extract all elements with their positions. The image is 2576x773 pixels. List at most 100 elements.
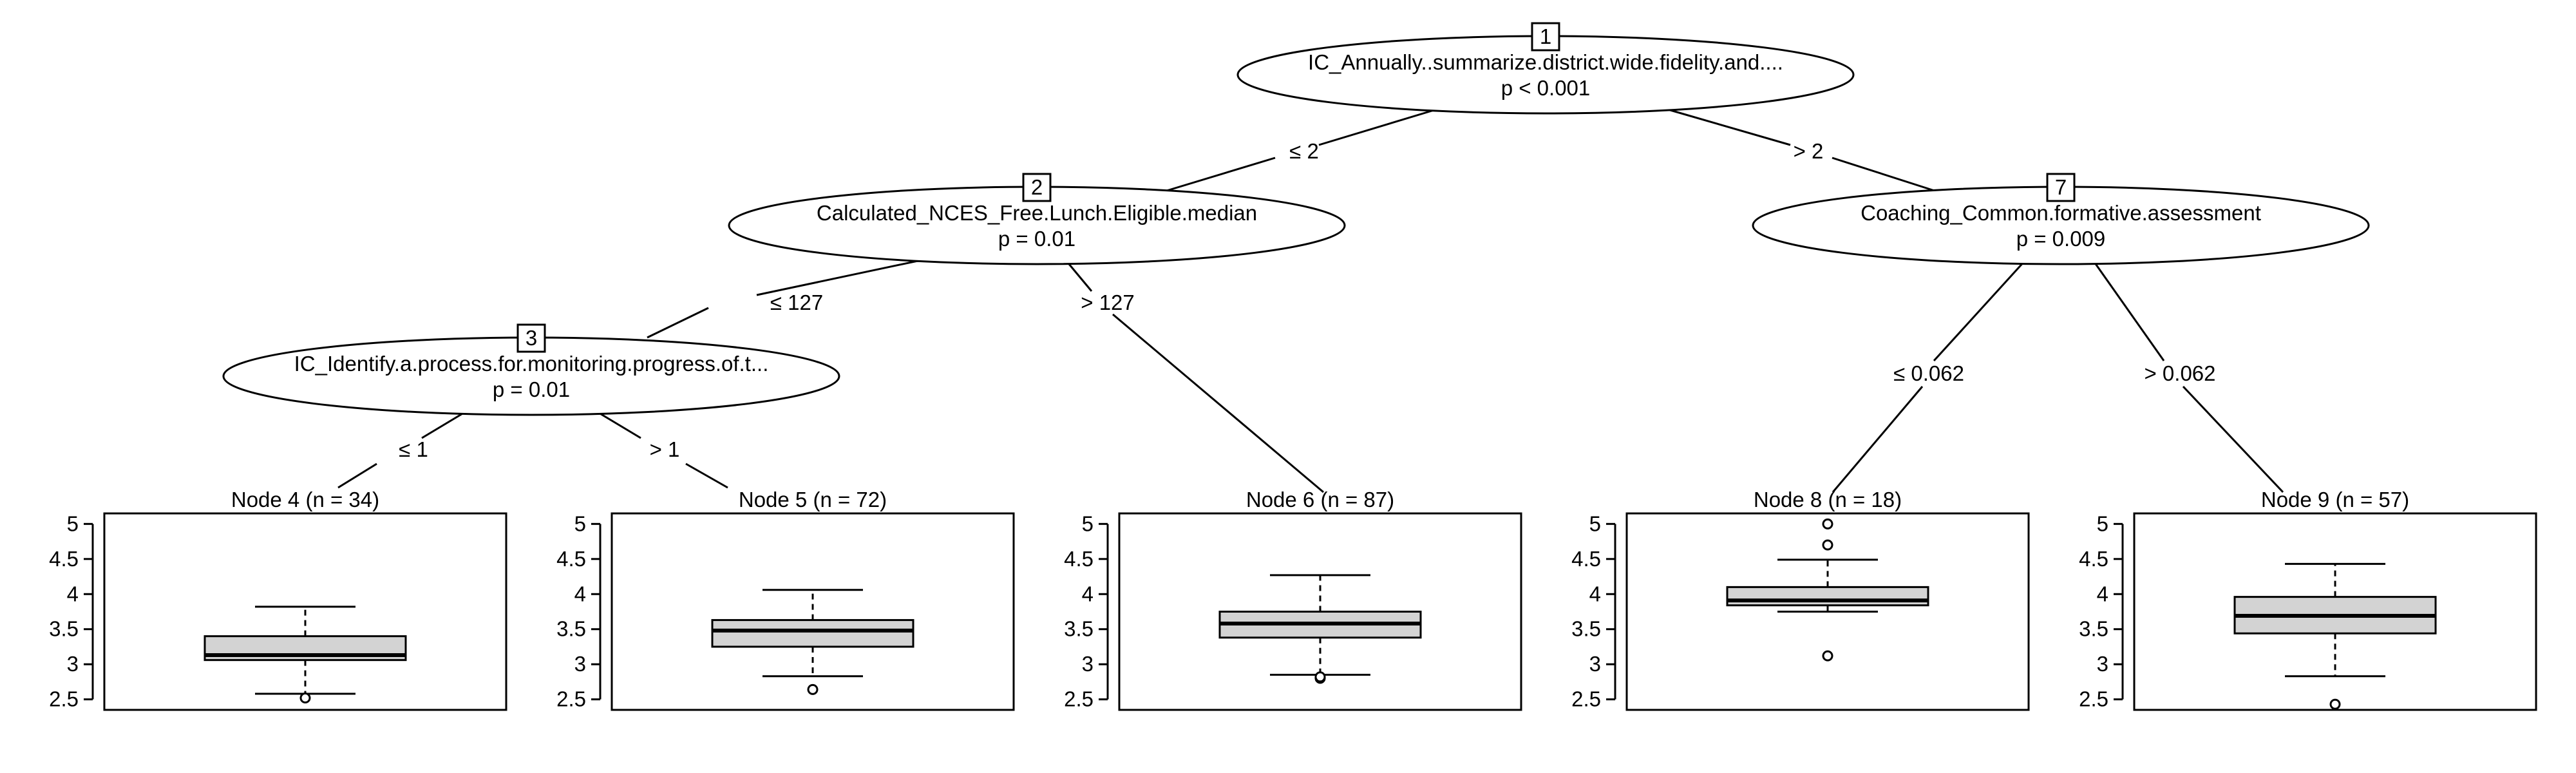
panel-4-outlier <box>1822 650 1833 662</box>
edge-1-2-line-lower <box>1162 157 1276 193</box>
panel-5-y-tick-label: 4.5 <box>2079 547 2108 571</box>
panel-4-outlier <box>1822 518 1833 530</box>
panel-1-y-tick-label: 5 <box>67 511 79 535</box>
panel-5-outlier <box>2329 698 2341 710</box>
inner-node-2: 2 Calculated_NCES_Free.Lunch.Eligible.me… <box>728 173 1346 265</box>
node-1-id: 1 <box>1540 24 1551 48</box>
edge-label-1-left: ≤ 2 <box>1289 139 1319 163</box>
panel-2-y-tick-label: 2.5 <box>556 687 586 711</box>
panel-4-outlier <box>1822 539 1833 551</box>
panel-5-y-tick-label: 2.5 <box>2079 687 2108 711</box>
boxplot-panel-3: Node 6 (n = 87) 5 4.5 4 3.5 3 2.5 <box>1064 488 1522 711</box>
edge-label-7-left: ≤ 0.062 <box>1893 361 1964 385</box>
panel-5-frame <box>2133 512 2537 711</box>
node-7-id-box <box>2046 173 2076 202</box>
edge-1-7-line-upper <box>1667 108 1791 146</box>
edge-label-2-left: ≤ 127 <box>770 291 823 314</box>
panel-4-y-tick-label: 4.5 <box>1571 547 1601 571</box>
panel-4-y-tick-label: 3.5 <box>1571 617 1601 641</box>
panel-2-frame <box>611 512 1015 711</box>
node-3-id-box <box>516 323 546 353</box>
inner-node-3: 3 IC_Identify.a.process.for.monitoring.p… <box>222 323 840 416</box>
node-7-id: 7 <box>2055 175 2067 199</box>
edge-label-7-right: > 0.062 <box>2144 361 2215 385</box>
boxplot-panel-4: Node 8 (n = 18) 5 4.5 4 3.5 3 2.5 <box>1571 488 2030 711</box>
node-2-label: Calculated_NCES_Free.Lunch.Eligible.medi… <box>817 201 1257 225</box>
panel-1-y-tick-label: 2.5 <box>49 687 79 711</box>
node-3-pvalue: p = 0.01 <box>493 377 570 401</box>
panel-2-y-tick-label: 5 <box>574 511 586 535</box>
panel-1-frame <box>103 512 507 711</box>
panel-2-y-tick-label: 4.5 <box>556 547 586 571</box>
edge-label-2-right: > 127 <box>1081 291 1135 314</box>
edge-label-1-right: > 2 <box>1794 139 1824 163</box>
node-3-id: 3 <box>526 326 537 350</box>
edge-2-6-line-upper <box>1065 260 1093 292</box>
edge-2-3-line-upper <box>756 259 922 296</box>
edge-labels: ≤ 2 > 2 ≤ 127 > 127 ≤ 1 > 1 ≤ 0.062 > 0.… <box>399 139 2215 461</box>
node-1-label: IC_Annually..summarize.district.wide.fid… <box>1308 50 1783 74</box>
panel-5-y-tick-label: 4 <box>2097 582 2108 606</box>
boxplot-panel-5: Node 9 (n = 57) 5 4.5 4 3.5 3 2.5 <box>2079 488 2537 711</box>
edge-2-6-line <box>1112 313 1324 493</box>
panel-4-frame <box>1625 512 2030 711</box>
edge-3-5-line-upper <box>595 410 641 439</box>
panel-4-box <box>1726 586 1929 607</box>
tree-connectors <box>337 108 2284 493</box>
boxplot-panel-1: Node 4 (n = 34) 5 4.5 4 3.5 3 2.5 <box>49 488 507 711</box>
panel-1-outlier <box>299 692 311 703</box>
panel-1-y-tick-label: 3 <box>67 652 79 676</box>
edge-3-5-line-lower <box>685 463 728 489</box>
panel-5-title: Node 9 (n = 57) <box>2261 488 2409 511</box>
node-3-label: IC_Identify.a.process.for.monitoring.pro… <box>294 352 769 376</box>
edge-2-3-line-lower <box>647 307 709 339</box>
panel-5-y-tick-label: 3.5 <box>2079 617 2108 641</box>
panel-1-y-tick-label: 4 <box>67 582 79 606</box>
panel-1-y-tick-label: 3.5 <box>49 617 79 641</box>
node-2-id: 2 <box>1031 175 1043 199</box>
panel-3-frame <box>1118 512 1522 711</box>
panel-1-y-tick-label: 4.5 <box>49 547 79 571</box>
edge-label-3-left: ≤ 1 <box>399 437 428 461</box>
panel-4-y-tick-label: 5 <box>1589 511 1601 535</box>
panel-3-outlier <box>1314 671 1326 683</box>
panel-2-y-tick-label: 3 <box>574 652 586 676</box>
edge-label-3-right: > 1 <box>650 437 680 461</box>
panel-1-title: Node 4 (n = 34) <box>231 488 379 511</box>
panel-4-y-tick-label: 3 <box>1589 652 1601 676</box>
edge-7-9-line-upper <box>2092 260 2165 361</box>
node-7-label: Coaching_Common.formative.assessment <box>1861 201 2261 225</box>
panel-2-title: Node 5 (n = 72) <box>739 488 887 511</box>
edge-7-8-line-upper <box>1933 259 2027 362</box>
edge-1-7-line-lower <box>1832 157 1939 193</box>
inner-node-1: 1 IC_Annually..summarize.district.wide.f… <box>1236 22 1855 115</box>
edge-7-8-line-lower <box>1832 386 1924 493</box>
boxplot-panel-2: Node 5 (n = 72) 5 4.5 4 3.5 3 2.5 <box>556 488 1015 711</box>
panel-3-y-tick-label: 3 <box>1082 652 1094 676</box>
panel-3-y-tick-label: 3.5 <box>1064 617 1094 641</box>
panel-5-y-tick-label: 3 <box>2097 652 2108 676</box>
node-7-pvalue: p = 0.009 <box>2016 227 2106 251</box>
panel-3-y-tick-label: 4.5 <box>1064 547 1094 571</box>
edge-1-2-line-upper <box>1318 108 1437 146</box>
inner-node-7: 7 Coaching_Common.formative.assessment p… <box>1752 173 2370 265</box>
panel-3-y-tick-label: 5 <box>1082 511 1094 535</box>
edge-3-4-line-lower <box>337 463 377 489</box>
panel-2-box <box>711 619 914 648</box>
panel-4-y-tick-label: 4 <box>1589 582 1601 606</box>
edge-3-4-line-upper <box>421 410 468 439</box>
node-1-pvalue: p < 0.001 <box>1501 76 1591 100</box>
panel-4-y-tick-label: 2.5 <box>1571 687 1601 711</box>
panel-2-y-tick-label: 3.5 <box>556 617 586 641</box>
panel-2-outlier <box>807 683 819 695</box>
panel-3-y-tick-label: 4 <box>1082 582 1094 606</box>
panel-2-y-tick-label: 4 <box>574 582 586 606</box>
panel-5-y-tick-label: 5 <box>2097 511 2108 535</box>
panel-4-title: Node 8 (n = 18) <box>1754 488 1902 511</box>
node-1-id-box <box>1531 22 1560 52</box>
edge-7-9-line-lower <box>2182 385 2284 493</box>
node-2-id-box <box>1022 173 1052 202</box>
panel-3-y-tick-label: 2.5 <box>1064 687 1094 711</box>
